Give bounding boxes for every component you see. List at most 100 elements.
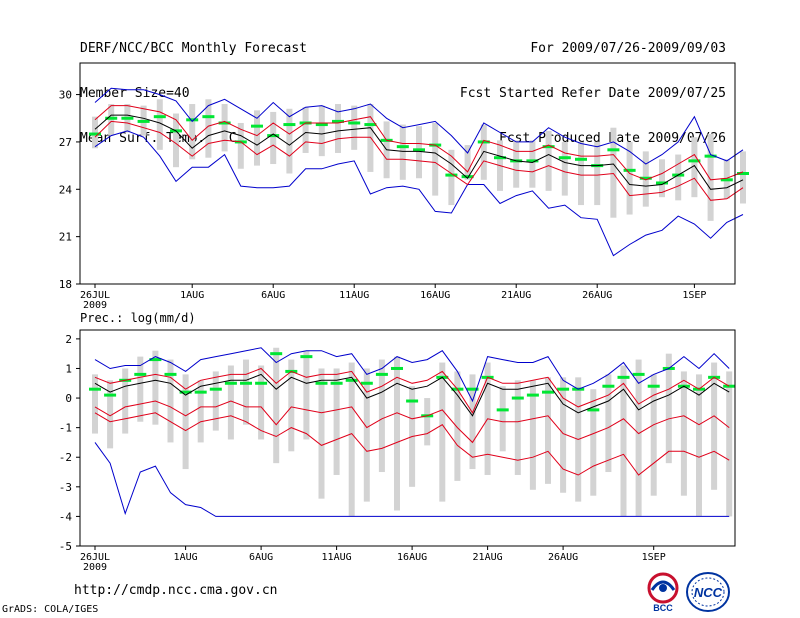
- y-tick-label--5: -5: [59, 540, 72, 553]
- median-marker-prec-37: [647, 384, 660, 388]
- median-marker-prec-4: [149, 358, 162, 362]
- median-marker-temp-3: [137, 119, 150, 123]
- x-tick-label-26JUL: 26JUL: [80, 552, 110, 563]
- ensemble-box-prec-9: [227, 365, 234, 440]
- ensemble-box-temp-22: [448, 149, 455, 206]
- median-marker-prec-5: [164, 372, 177, 376]
- ensemble-box-prec-35: [620, 365, 627, 517]
- x-tick-label-1AUG: 1AUG: [174, 552, 198, 563]
- ensemble-box-prec-8: [212, 371, 219, 431]
- median-marker-prec-1: [104, 393, 117, 397]
- median-marker-temp-20: [413, 148, 425, 152]
- ensemble-box-prec-38: [665, 353, 672, 464]
- median-marker-temp-14: [315, 123, 328, 127]
- ensemble-box-prec-36: [635, 359, 642, 517]
- ensemble-box-prec-27: [499, 386, 506, 452]
- prec-panel-title: Prec.: log(mm/d): [80, 311, 196, 325]
- median-marker-prec-15: [315, 381, 328, 385]
- ensemble-box-prec-6: [182, 374, 189, 470]
- y-tick-label-27: 27: [59, 136, 72, 149]
- bcc-logo-text: BCC: [653, 603, 673, 613]
- ensemble-box-temp-27: [529, 140, 536, 188]
- series-line-mean-prec: [94, 373, 730, 417]
- median-marker-prec-16: [330, 381, 343, 385]
- ensemble-box-prec-17: [348, 362, 355, 517]
- median-marker-prec-3: [134, 372, 147, 376]
- series-line-max-temp: [94, 87, 744, 165]
- ensemble-box-prec-33: [590, 389, 597, 496]
- ensemble-box-temp-7: [205, 99, 212, 158]
- ensemble-box-temp-19: [399, 124, 406, 180]
- y-tick-label-24: 24: [59, 183, 73, 196]
- x-tick-label-11AUG: 11AUG: [339, 290, 369, 301]
- x-tick-label-16AUG: 16AUG: [420, 290, 450, 301]
- plot-frame-prec: [79, 329, 736, 547]
- ensemble-box-temp-28: [545, 130, 552, 191]
- median-marker-prec-30: [542, 390, 554, 394]
- x-tick-label-16AUG: 16AUG: [397, 552, 427, 563]
- ensemble-box-temp-16: [351, 105, 358, 150]
- ensemble-box-prec-40: [696, 374, 702, 517]
- ensemble-box-temp-13: [302, 107, 309, 153]
- ensemble-box-prec-42: [726, 371, 733, 517]
- x-tick-label-1SEP: 1SEP: [642, 552, 666, 563]
- x-tick-label-21AUG: 21AUG: [501, 290, 531, 301]
- median-marker-prec-27: [496, 408, 509, 412]
- median-marker-temp-8: [218, 121, 231, 125]
- ensemble-box-temp-14: [318, 105, 325, 157]
- source-url[interactable]: http://cmdp.ncc.cma.gov.cn: [74, 583, 278, 598]
- ensemble-box-temp-4: [156, 99, 163, 150]
- series-line-mean-temp: [94, 114, 744, 190]
- ensemble-box-temp-33: [626, 141, 633, 215]
- ensemble-box-temp-10: [254, 110, 260, 166]
- series-line-min-temp: [94, 130, 744, 257]
- median-marker-temp-0: [89, 132, 101, 136]
- bcc-logo: BCC: [647, 572, 679, 613]
- grads-credit: GrADS: COLA/IGES: [2, 604, 99, 615]
- median-marker-prec-7: [194, 390, 207, 394]
- y-tick-label--1: -1: [59, 422, 72, 435]
- median-marker-prec-42: [723, 384, 736, 388]
- ensemble-box-prec-15: [318, 368, 325, 499]
- ensemble-box-prec-10: [243, 359, 249, 425]
- y-tick-label--3: -3: [59, 481, 72, 494]
- median-marker-temp-15: [332, 119, 344, 123]
- x-tick-label-26JUL: 26JUL: [80, 290, 110, 301]
- series-line-upper-temp: [94, 105, 744, 181]
- median-marker-prec-14: [300, 355, 313, 359]
- ncc-logo: NCC: [686, 572, 730, 612]
- median-marker-temp-1: [105, 116, 118, 120]
- median-marker-temp-35: [656, 181, 668, 185]
- ensemble-box-prec-5: [167, 359, 174, 443]
- ensemble-box-temp-36: [675, 154, 682, 201]
- ensemble-box-prec-22: [424, 398, 431, 446]
- median-marker-temp-16: [348, 121, 361, 125]
- series-line-upper-prec: [94, 367, 730, 414]
- y-tick-label-1: 1: [65, 362, 72, 375]
- median-marker-temp-7: [202, 115, 215, 119]
- ensemble-box-temp-15: [335, 104, 341, 153]
- ensemble-box-temp-6: [189, 104, 196, 160]
- median-marker-temp-22: [445, 173, 458, 177]
- median-marker-prec-36: [632, 372, 645, 376]
- median-marker-temp-39: [720, 178, 733, 182]
- x-year-label: 2009: [83, 562, 107, 573]
- ensemble-box-prec-18: [363, 368, 370, 502]
- median-marker-prec-0: [89, 387, 101, 391]
- median-marker-prec-34: [602, 384, 615, 388]
- ensemble-box-temp-29: [561, 141, 568, 196]
- ensemble-box-prec-37: [650, 374, 657, 496]
- ensemble-box-prec-11: [258, 365, 265, 440]
- y-tick-label-30: 30: [59, 89, 72, 102]
- ensemble-box-prec-13: [288, 359, 295, 452]
- ensemble-box-temp-8: [221, 104, 228, 152]
- ensemble-box-prec-31: [560, 377, 567, 493]
- ensemble-box-temp-20: [416, 126, 422, 179]
- member-size: Member Size=40: [80, 86, 190, 101]
- ensemble-box-temp-1: [108, 104, 115, 136]
- x-tick-label-11AUG: 11AUG: [322, 552, 352, 563]
- x-year-label: 2009: [83, 300, 107, 311]
- median-marker-prec-9: [224, 381, 237, 385]
- ensemble-box-temp-23: [464, 145, 471, 180]
- median-marker-prec-21: [406, 399, 419, 403]
